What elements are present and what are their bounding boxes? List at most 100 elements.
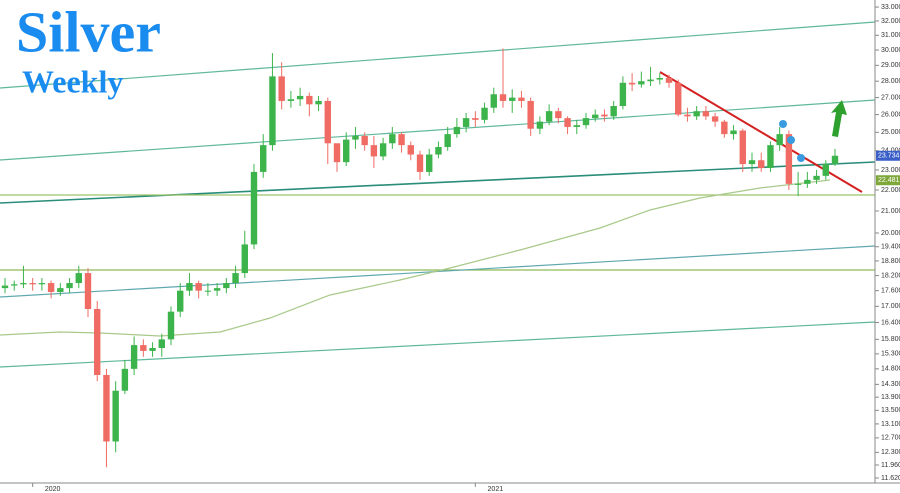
candle-body xyxy=(545,111,553,122)
candle-body xyxy=(711,116,719,122)
candle-body xyxy=(592,114,599,119)
candle-body xyxy=(352,135,359,140)
candle-body xyxy=(601,114,608,117)
candle-body xyxy=(1,285,9,289)
candle-body xyxy=(730,130,737,135)
overlays xyxy=(0,21,876,368)
candle-body xyxy=(84,273,92,309)
candle-body xyxy=(66,283,73,289)
candle-body xyxy=(776,134,783,146)
y-tick-label: 17.600 xyxy=(881,288,900,295)
candle-body xyxy=(112,390,119,442)
candle-body xyxy=(195,283,202,291)
candle-body xyxy=(555,111,562,119)
candle-body xyxy=(204,290,212,292)
candle-body xyxy=(610,106,617,117)
candle-body xyxy=(232,273,239,284)
candle-body xyxy=(416,154,424,172)
candle-body xyxy=(813,175,820,180)
candle-body xyxy=(462,118,470,127)
candle-body xyxy=(665,77,673,83)
candle-body xyxy=(509,97,516,101)
candle-body xyxy=(361,135,368,146)
candle-body xyxy=(767,145,774,168)
y-tick-label: 13.500 xyxy=(881,407,900,414)
y-tick-label: 16.400 xyxy=(881,319,900,326)
candle-body xyxy=(647,79,654,82)
x-tick-label: 2020 xyxy=(45,486,61,493)
y-tick-label: 33.000 xyxy=(881,4,900,11)
channel-line xyxy=(0,161,876,204)
candle-body xyxy=(306,95,313,105)
candle-body xyxy=(794,183,802,185)
candle-body xyxy=(75,273,82,284)
candle-body xyxy=(407,145,414,155)
y-tick-label: 14.800 xyxy=(881,366,900,373)
candle-body xyxy=(324,100,331,144)
candle-body xyxy=(490,94,497,108)
candle-body xyxy=(518,97,525,101)
candle-body xyxy=(250,171,258,245)
y-tick-label: 11.960 xyxy=(881,462,900,469)
y-tick-label: 31.000 xyxy=(881,32,900,39)
candle-body xyxy=(287,99,295,101)
candle-body xyxy=(472,118,479,120)
candle-body xyxy=(398,134,405,146)
y-tick-label: 23.000 xyxy=(881,167,900,174)
candle-body xyxy=(29,283,36,285)
candle-body xyxy=(693,111,700,117)
candle-body xyxy=(435,146,442,155)
candle-body xyxy=(20,283,27,285)
candle-body xyxy=(573,125,580,127)
candle-body xyxy=(130,345,138,369)
candle-body xyxy=(269,76,276,146)
candle-body xyxy=(158,339,165,349)
y-tick-label: 12.700 xyxy=(881,435,900,442)
candle-body xyxy=(582,118,590,126)
candle-body xyxy=(702,111,710,117)
y-tick-label: 11.620 xyxy=(881,475,900,482)
candle-body xyxy=(370,145,378,157)
chart-title: Silver xyxy=(16,0,161,64)
candle-body xyxy=(11,284,18,286)
candle-body xyxy=(536,121,544,129)
candle-body xyxy=(619,82,627,107)
y-tick-label: 21.000 xyxy=(881,208,900,215)
candle-body xyxy=(804,179,811,184)
moving-average xyxy=(0,179,831,337)
y-tick-label: 27.000 xyxy=(881,94,900,101)
y-tick-label: 18.200 xyxy=(881,272,900,279)
candle-body xyxy=(149,348,156,351)
y-tick-label: 25.000 xyxy=(881,129,900,136)
candle-body xyxy=(564,118,571,127)
channel-line xyxy=(0,99,876,161)
signal-dot xyxy=(787,136,795,144)
candle-body xyxy=(241,244,248,274)
candle-body xyxy=(223,283,230,289)
candle-body xyxy=(638,81,645,85)
y-tick-label: 20.000 xyxy=(881,230,900,237)
candle-body xyxy=(739,130,746,165)
candle-body xyxy=(758,160,765,168)
candle-body xyxy=(831,155,839,165)
candle-body xyxy=(656,77,663,80)
candle-body xyxy=(177,290,184,312)
y-tick-label: 12.300 xyxy=(881,449,900,456)
price-label: 23.734 xyxy=(878,153,900,160)
y-tick-label: 17.000 xyxy=(881,303,900,310)
candle-body xyxy=(333,143,341,163)
y-tick-label: 32.000 xyxy=(881,18,900,25)
candle-body xyxy=(186,283,193,291)
candle-body xyxy=(785,134,793,184)
y-tick-label: 13.100 xyxy=(881,421,900,428)
y-tick-label: 14.300 xyxy=(881,381,900,388)
candle-body xyxy=(481,107,488,120)
price-label-box xyxy=(876,150,900,161)
candle-body xyxy=(121,368,129,391)
y-tick-label: 30.000 xyxy=(881,47,900,54)
candle-body xyxy=(140,345,147,351)
y-tick-label: 18.800 xyxy=(881,258,900,265)
candle-body xyxy=(426,154,433,172)
